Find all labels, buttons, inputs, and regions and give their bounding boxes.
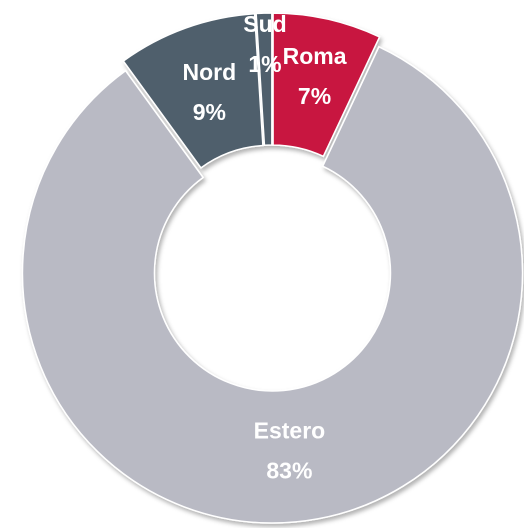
value-label: 83%	[266, 457, 312, 483]
labels: Roma 7% Estero 83% Nord 9% Sud 1%	[182, 11, 346, 483]
slices	[21, 12, 524, 524]
slice-label: Sud	[243, 11, 286, 37]
donut-slice	[122, 12, 264, 169]
slice-label: Estero	[254, 417, 326, 443]
slice-label: Roma	[283, 43, 347, 69]
value-label: 9%	[193, 99, 226, 125]
donut-slice	[21, 45, 524, 524]
value-label: 1%	[248, 51, 281, 77]
value-label: 7%	[298, 83, 331, 109]
donut-slice	[255, 12, 273, 147]
slice-label: Nord	[182, 59, 236, 85]
donut-slice	[272, 12, 381, 158]
